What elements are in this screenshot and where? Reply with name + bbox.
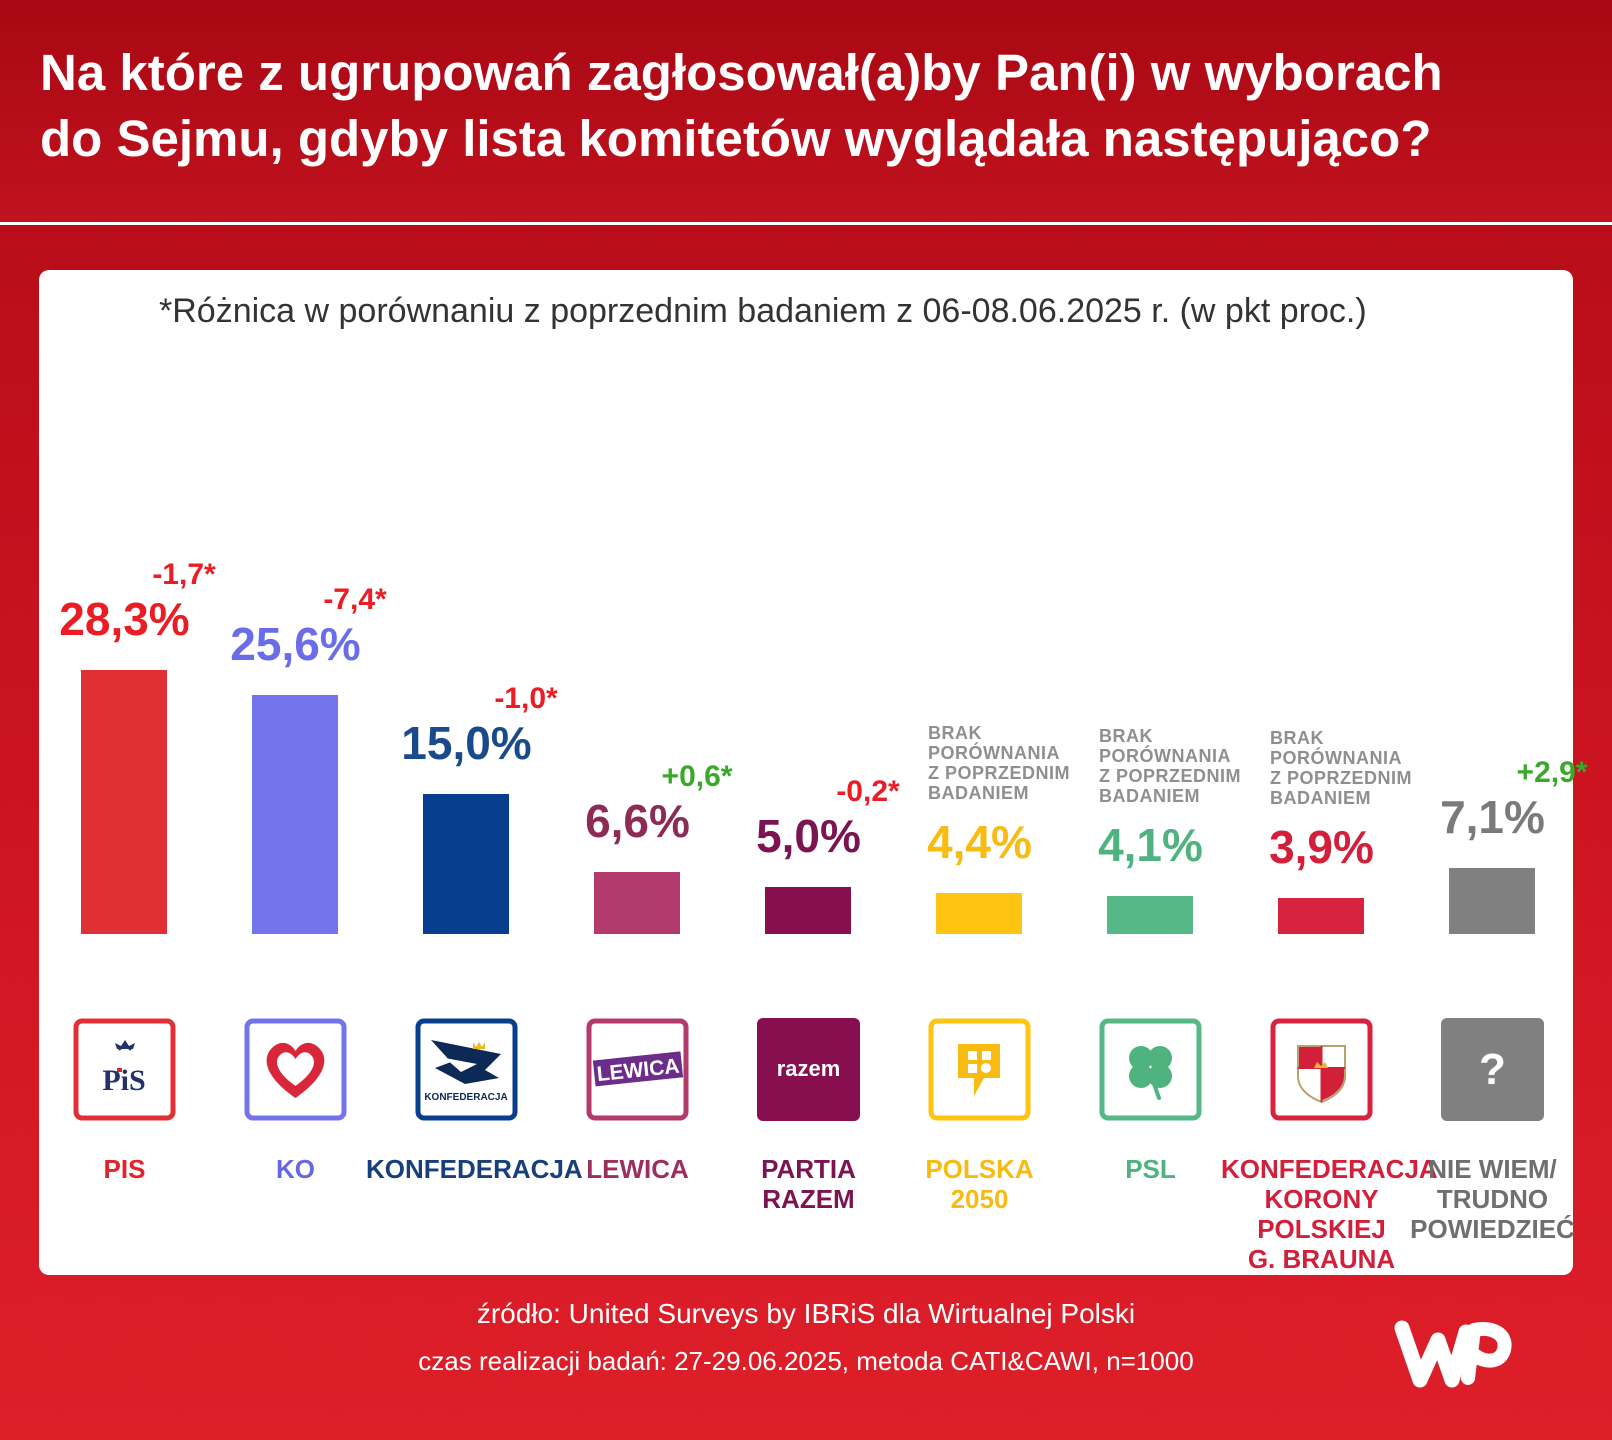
value-label: 4,4%: [927, 816, 1032, 868]
no-comparison-line: BRAK: [928, 723, 982, 743]
category-label-line: KO: [276, 1154, 315, 1184]
category-label-line: 2050: [950, 1184, 1009, 1214]
question-logo-icon: ?: [1441, 1018, 1544, 1121]
category-label-line: RAZEM: [762, 1184, 855, 1214]
value-label: 4,1%: [1098, 819, 1203, 871]
bar: [594, 872, 680, 934]
category-label: NIE WIEM/TRUDNO POWIEDZIEĆ: [1392, 1154, 1593, 1244]
category-label-line: KONFEDERACJA: [1221, 1154, 1438, 1184]
no-comparison-line: BRAK: [1099, 726, 1153, 746]
no-comparison-line: BRAK: [1270, 728, 1324, 748]
no-comparison-line: Z POPRZEDNIM: [928, 763, 1071, 783]
no-comparison-note: BRAK PORÓWNANIA Z POPRZEDNIM BADANIEM: [1270, 728, 1420, 808]
chart-subtitle: *Różnica w porównaniu z poprzednim badan…: [159, 292, 1367, 330]
no-comparison-note: BRAK PORÓWNANIA Z POPRZEDNIM BADANIEM: [928, 723, 1078, 803]
source-note: źródło: United Surveys by IBRiS dla Wirt…: [476, 1298, 1136, 1329]
no-comparison-line: PORÓWNANIA: [1270, 748, 1402, 768]
crest-logo-icon: [1270, 1018, 1373, 1121]
category-label: KONFEDERACJA: [366, 1154, 583, 1184]
no-comparison-line: BADANIEM: [1099, 786, 1200, 806]
category-label-line: POWIEDZIEĆ: [1410, 1214, 1575, 1244]
bar-column: 4,1% BRAK PORÓWNANIA Z POPRZEDNIM BADANIEM P…: [1065, 270, 1240, 1275]
change-label: -0,2*: [836, 775, 900, 808]
category-label: PIS: [24, 1154, 225, 1184]
pis-logo-icon: PiS: [73, 1018, 176, 1121]
wp-logo-icon: [1394, 1320, 1512, 1388]
bar-column: 4,4% BRAK PORÓWNANIA Z POPRZEDNIM BADANIEM P…: [894, 270, 1069, 1275]
category-label: PARTIA RAZEM: [708, 1154, 909, 1214]
clover-logo-icon: [1099, 1018, 1202, 1121]
no-comparison-note: BRAK PORÓWNANIA Z POPRZEDNIM BADANIEM: [1099, 726, 1249, 806]
bar-column: 5,0% -0,2* razem PARTIA RAZEM: [723, 270, 900, 1275]
bar-column: 15,0% -1,0* KONFEDERACJA KONFEDERACJA: [366, 270, 583, 1275]
no-comparison-line: BADANIEM: [1270, 788, 1371, 808]
category-label-line: G. BRAUNA: [1247, 1244, 1396, 1274]
bar-column: 3,9% BRAK PORÓWNANIA Z POPRZEDNIM BADANIEM K…: [1221, 270, 1438, 1275]
lewica-logo-icon: LEWICA: [586, 1018, 689, 1121]
category-label-line: POLSKIEJ: [1257, 1214, 1386, 1244]
no-comparison-line: Z POPRZEDNIM: [1099, 766, 1242, 786]
bar-column: 6,6% +0,6* LEWICA LEWICA: [552, 270, 732, 1275]
bar-column: 25,6% -7,4* KO: [210, 270, 386, 1275]
svg-text:razem: razem: [777, 1056, 841, 1081]
razem-logo-icon: razem: [757, 1018, 860, 1121]
change-label: -7,4*: [323, 583, 387, 616]
category-label-line: POLSKA: [925, 1154, 1034, 1184]
value-label: 3,9%: [1269, 821, 1374, 873]
category-label: KO: [195, 1154, 396, 1184]
change-label: +0,6*: [661, 760, 733, 793]
value-label: 25,6%: [230, 618, 361, 670]
chart-card: *Różnica w porównaniu z poprzednim badan…: [39, 270, 1587, 1275]
category-label: POLSKA 2050: [879, 1154, 1080, 1214]
value-label: 7,1%: [1440, 791, 1545, 843]
category-label-line: NIE WIEM/: [1428, 1154, 1557, 1184]
value-label: 5,0%: [756, 810, 861, 862]
value-label: 15,0%: [401, 717, 532, 769]
no-comparison-line: PORÓWNANIA: [928, 743, 1060, 763]
bar: [423, 794, 509, 934]
header-divider: [0, 222, 1612, 225]
bar-column: 7,1% +2,9* ? NIE WIEM/TRUDNO POWIEDZIEĆ: [1407, 270, 1587, 1275]
category-label: PSL: [1050, 1154, 1251, 1184]
category-label-line: PARTIA: [761, 1154, 856, 1184]
konfederacja-logo-icon: KONFEDERACJA: [415, 1018, 518, 1121]
polska2050-logo-icon: [928, 1018, 1031, 1121]
value-label: 28,3%: [59, 593, 190, 645]
bar: [1107, 896, 1193, 934]
category-label-line: PSL: [1125, 1154, 1176, 1184]
value-label: 6,6%: [585, 795, 690, 847]
svg-text:KONFEDERACJA: KONFEDERACJA: [424, 1092, 507, 1103]
category-label-line: KONFEDERACJA: [366, 1154, 583, 1184]
category-label-line: KORONY: [1264, 1184, 1379, 1214]
bar: [1278, 898, 1364, 934]
bar: [765, 887, 851, 934]
bar: [1449, 868, 1535, 934]
bar: [936, 893, 1022, 934]
svg-text:PiS: PiS: [102, 1064, 145, 1097]
no-comparison-line: Z POPRZEDNIM: [1270, 768, 1413, 788]
bar: [252, 695, 338, 934]
category-label: KONFEDERACJA KORONY POLSKIEJ G. BRAUNA: [1221, 1154, 1438, 1274]
change-label: -1,0*: [494, 682, 558, 715]
no-comparison-line: BADANIEM: [928, 783, 1029, 803]
change-label: +2,9*: [1516, 756, 1588, 789]
method-note: czas realizacji badań: 27-29.06.2025, me…: [418, 1346, 1194, 1376]
svg-text:?: ?: [1479, 1045, 1506, 1094]
no-comparison-line: PORÓWNANIA: [1099, 746, 1231, 766]
category-label: LEWICA: [537, 1154, 738, 1184]
change-label: -1,7*: [152, 558, 216, 591]
page-title: Na które z ugrupowań zagłosował(a)by Pan…: [40, 44, 1443, 167]
bar: [81, 670, 167, 934]
category-label-line: LEWICA: [586, 1154, 689, 1184]
bar-column: 28,3% -1,7* PiS PIS: [39, 270, 215, 1275]
header-band: Na które z ugrupowań zagłosował(a)by Pan…: [0, 0, 1612, 222]
category-label-line: TRUDNO: [1436, 1184, 1549, 1214]
category-label-line: PIS: [103, 1154, 146, 1184]
heart-logo-icon: [244, 1018, 347, 1121]
